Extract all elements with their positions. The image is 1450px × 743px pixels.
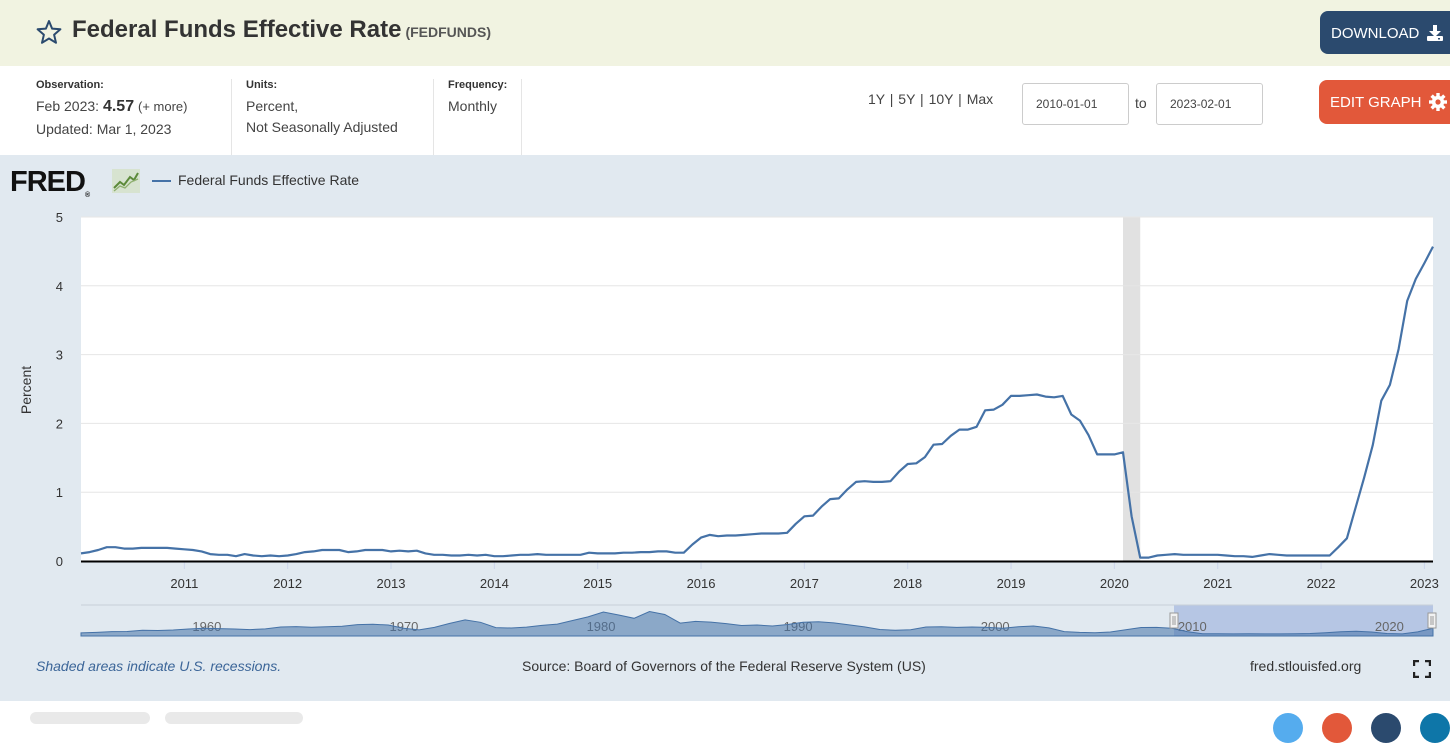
y-tick-label: 3 [56,348,63,363]
y-tick-label: 0 [56,554,63,569]
navigator-selection[interactable] [1174,605,1433,636]
x-tick-label: 2021 [1203,576,1232,591]
share-twitter-icon[interactable] [1273,713,1303,743]
source-note: Source: Board of Governors of the Federa… [522,658,926,674]
fred-site-link[interactable]: fred.stlouisfed.org [1250,658,1362,674]
x-tick-label: 2014 [480,576,509,591]
start-date-input[interactable]: 2010-01-01 [1022,83,1129,125]
navigator-right-handle[interactable] [1427,612,1437,629]
bottom-toolbar [0,701,1450,743]
bottom-tab-1[interactable] [30,712,150,724]
x-tick-label: 2012 [273,576,302,591]
series-header: Federal Funds Effective Rate (FEDFUNDS) D… [0,0,1450,66]
frequency-label: Frequency: [448,79,508,91]
plot-area [81,217,1433,562]
navigator-tick-label: 2020 [1375,619,1404,634]
observation-block: Observation: Feb 2023: 4.57 (+ more) Upd… [36,79,226,155]
gridlines [81,216,1433,493]
y-tick-label: 1 [56,485,63,500]
y-tick-label: 4 [56,279,63,294]
range-5y[interactable]: 5Y [898,91,916,107]
x-tick-label: 2020 [1100,576,1129,591]
units-label: Units: [246,79,278,91]
recession-band [1122,217,1141,561]
x-tick-label: 2018 [893,576,922,591]
frequency-block: Frequency: Monthly [433,79,522,155]
legend-swatch [152,180,171,182]
y-axis-label: Percent [18,366,34,414]
x-tick-label: 2019 [997,576,1026,591]
series-line [80,246,1434,559]
observation-more-link[interactable]: (+ more) [137,99,188,114]
end-date-input[interactable]: 2023-02-01 [1156,83,1263,125]
fred-logo-reg: ® [84,192,90,199]
x-axis-ticks: 2011 2012 2013 2014 2015 2016 2017 2018 2019 2020… [170,561,1439,591]
download-icon [1427,25,1443,41]
star-icon[interactable] [36,19,62,45]
units-block: Units: Percent, Not Seasonally Adjusted [231,79,434,155]
x-tick-label: 2017 [790,576,819,591]
observation-line: Feb 2023: 4.57 (+ more) [36,96,226,117]
y-tick-label: 2 [56,416,63,431]
date-range-shortcuts: 1Y | 5Y | 10Y | Max [868,91,994,107]
y-axis-ticks: 0 1 2 3 4 5 [56,210,63,569]
y-tick-label: 5 [56,210,63,225]
units-value: Percent, Not Seasonally Adjusted [246,96,434,138]
page-title: Federal Funds Effective Rate (FEDFUNDS) [72,16,491,44]
navigator-left-handle[interactable] [1169,612,1179,629]
series-title: Federal Funds Effective Rate [72,16,402,43]
range-max[interactable]: Max [966,91,994,107]
range-10y[interactable]: 10Y [928,91,954,107]
download-label: DOWNLOAD [1331,25,1420,42]
x-tick-label: 2023 [1410,576,1439,591]
to-label: to [1135,95,1147,111]
fred-chart-icon [112,169,140,193]
navigator-area [80,610,1434,637]
fred-logo-text: FRED [10,166,86,198]
range-1y[interactable]: 1Y [868,91,885,107]
observation-period: Feb 2023: [36,98,100,114]
edit-graph-label: EDIT GRAPH [1330,94,1422,111]
x-tick-label: 2011 [170,576,198,591]
x-tick-label: 2022 [1307,576,1336,591]
navigator-tick-label: 2010 [1178,619,1207,634]
x-tick-label: 2015 [583,576,612,591]
x-tick-label: 2016 [687,576,716,591]
bottom-tab-2[interactable] [165,712,303,724]
recession-layer [1122,217,1141,561]
frequency-value: Monthly [448,98,498,114]
download-button[interactable]: DOWNLOAD [1320,11,1450,54]
share-facebook-icon[interactable] [1371,713,1401,743]
recession-note[interactable]: Shaded areas indicate U.S. recessions. [36,658,282,674]
x-tick-label: 2013 [377,576,406,591]
gear-icon [1429,93,1447,111]
share-linkedin-icon[interactable] [1420,713,1450,743]
observation-label: Observation: [36,79,104,91]
edit-graph-button[interactable]: EDIT GRAPH [1319,80,1450,124]
observation-value: 4.57 [102,98,135,115]
range-navigator[interactable]: 1960197019801990200020102020 [80,604,1437,637]
fullscreen-icon[interactable] [1413,660,1431,678]
updated-date: Updated: Mar 1, 2023 [36,121,172,137]
series-code: (FEDFUNDS) [405,24,491,40]
units-line2: Not Seasonally Adjusted [246,119,398,135]
share-reddit-icon[interactable] [1322,713,1352,743]
fred-logo[interactable]: FRED® [10,166,90,199]
units-line1: Percent, [246,98,299,114]
legend-label: Federal Funds Effective Rate [178,172,360,188]
